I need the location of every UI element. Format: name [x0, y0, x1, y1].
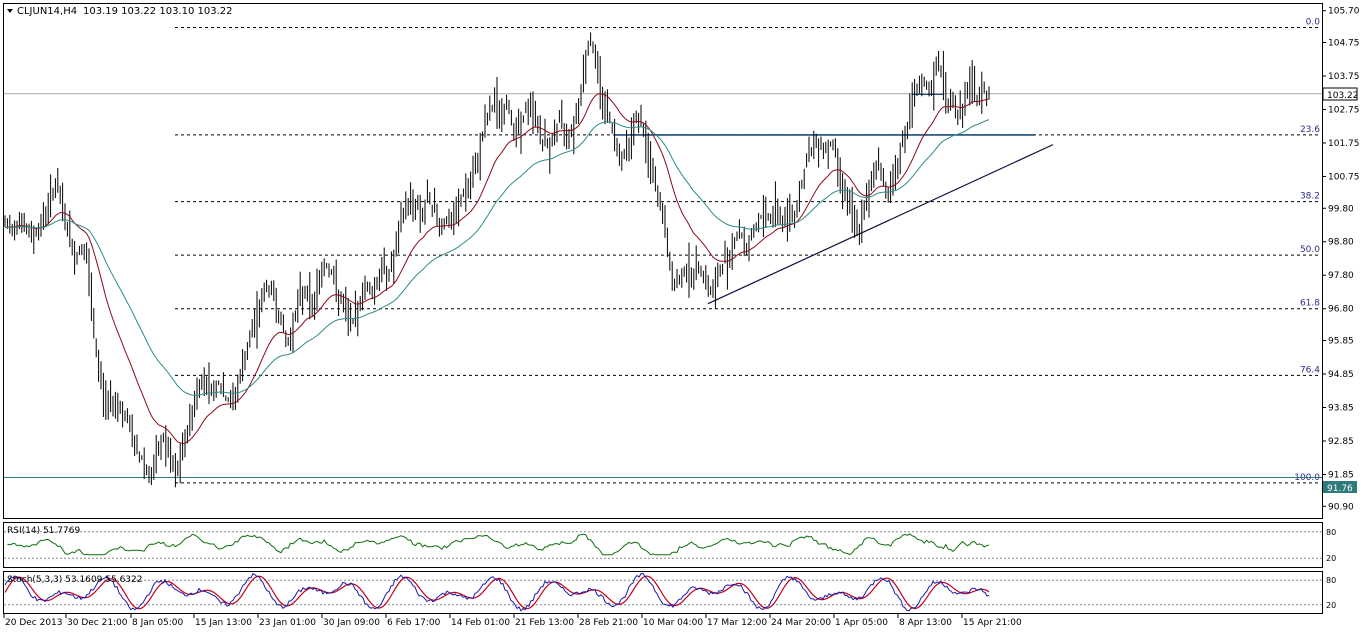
- time-axis: 20 Dec 2013 30 Dec 21:00 8 Jan 05:00 15 Jan…: [3, 614, 1022, 628]
- stoch-main-line: [4, 572, 990, 612]
- candles-layer: [4, 32, 990, 488]
- time-tick-label: 10 Mar 04:00: [643, 618, 703, 628]
- price-tick-label: 101.75: [1328, 139, 1360, 149]
- time-tick-label: 15 Jan 13:00: [195, 618, 252, 628]
- price-tick-label: 100.75: [1328, 172, 1360, 182]
- moving-averages-layer: [4, 93, 990, 445]
- price-tick-label: 91.85: [1328, 470, 1354, 480]
- price-tick-label: 94.85: [1328, 370, 1354, 380]
- time-tick-label: 30 Dec 21:00: [67, 618, 128, 628]
- price-tick-label: 98.80: [1328, 238, 1354, 248]
- price-tick-label: 105.70: [1328, 7, 1360, 17]
- rsi-line: [7, 533, 990, 556]
- time-tick-label: 17 Mar 12:00: [707, 618, 767, 628]
- fast-moving-average: [4, 93, 990, 445]
- price-tick-label: 96.80: [1328, 305, 1354, 315]
- price-tick-label: 93.85: [1328, 403, 1354, 413]
- stoch-panel-frame: [3, 571, 1323, 614]
- time-tick-label: 1 Apr 05:00: [835, 618, 888, 628]
- price-tick-label: 103.75: [1328, 72, 1360, 82]
- current-price-label: 103.22: [1327, 91, 1359, 101]
- price-tick-label: 92.85: [1328, 437, 1354, 447]
- rsi-level-label: 20: [1326, 554, 1336, 563]
- hline-price-box: [1323, 481, 1357, 493]
- time-tick-label: 14 Feb 01:00: [451, 618, 510, 628]
- time-tick-label: 28 Feb 21:00: [579, 618, 638, 628]
- time-tick-label: 8 Jan 05:00: [132, 618, 184, 628]
- fib-level-label: 38.2: [1300, 192, 1320, 202]
- fib-level-label: 76.4: [1300, 365, 1320, 375]
- stoch-level-label: 80: [1326, 576, 1336, 585]
- time-tick-label: 6 Feb 17:00: [387, 618, 441, 628]
- fib-level-label: 23.6: [1300, 125, 1320, 135]
- price-tick-label: 97.80: [1328, 271, 1354, 281]
- price-tick-label: 102.75: [1328, 105, 1360, 115]
- fib-level-label: 50.0: [1300, 245, 1320, 255]
- fib-level-label: 61.8: [1300, 299, 1320, 309]
- time-tick-label: 23 Jan 01:00: [259, 618, 316, 628]
- time-tick-label: 15 Apr 21:00: [963, 618, 1022, 628]
- current-price-box: [1322, 87, 1358, 101]
- rsi-panel: 80 20: [4, 528, 1336, 563]
- price-tick-label: 99.80: [1328, 204, 1354, 214]
- time-tick-label: 20 Dec 2013: [5, 618, 63, 628]
- ascending-trendline: [707, 144, 1054, 305]
- drawn-lines-layer: [4, 93, 1322, 478]
- stochastic-panel: 80 20: [4, 572, 1336, 612]
- time-tick-label: 30 Jan 09:00: [323, 618, 380, 628]
- time-tick-label: 8 Apr 13:00: [899, 618, 952, 628]
- stoch-label: Stoch(5,3,3) 53.1609 55.6322: [7, 575, 142, 585]
- rsi-label: RSI(14) 51.7769: [7, 526, 80, 536]
- symbol-dropdown-icon[interactable]: [7, 9, 13, 13]
- rsi-level-label: 80: [1326, 528, 1336, 537]
- price-tick-label: 104.75: [1328, 39, 1360, 49]
- symbol-name: CLJUN14,H4: [17, 6, 77, 17]
- price-tick-label: 95.85: [1328, 337, 1354, 347]
- stoch-signal-line: [4, 575, 990, 610]
- time-tick-label: 21 Feb 13:00: [515, 618, 574, 628]
- slow-moving-average: [4, 119, 990, 396]
- stoch-level-label: 20: [1326, 601, 1336, 610]
- price-axis: 105.70 104.75 103.75 102.75 101.75 100.75 99.8…: [1322, 7, 1360, 512]
- symbol-ohlc: 103.19 103.22 103.10 103.22: [83, 6, 233, 17]
- time-tick-label: 24 Mar 20:00: [771, 618, 831, 628]
- hline-price-label: 91.76: [1327, 484, 1353, 494]
- fib-level-label: 0.0: [1306, 17, 1321, 27]
- rsi-panel-frame: [3, 522, 1323, 568]
- price-tick-label: 90.90: [1328, 502, 1354, 512]
- main-chart-frame: [3, 3, 1323, 519]
